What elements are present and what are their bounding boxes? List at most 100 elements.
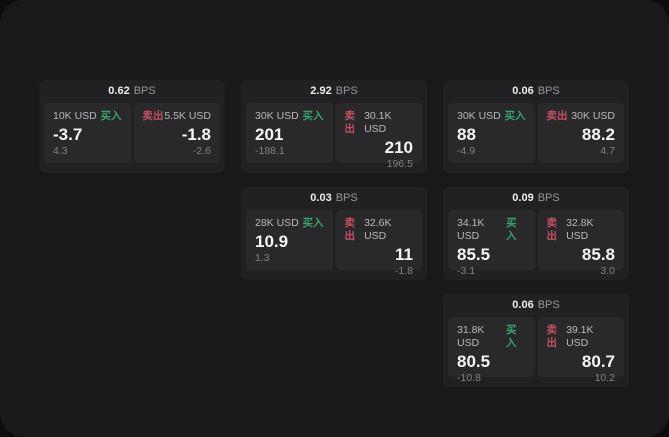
- sell-panel[interactable]: 卖出 30K USD 88.2 4.7: [537, 103, 624, 163]
- buy-sub-value: -3.1: [457, 265, 476, 277]
- spread-value: 0.06: [512, 85, 534, 97]
- spread-header: 0.06 BPS: [443, 294, 629, 317]
- buy-price: 80.5: [457, 352, 491, 371]
- spread-value: 0.09: [512, 192, 534, 204]
- quote-panels: 10K USD 买入 -3.7 4.3 卖出 5.5K USD -1.8 -2.…: [39, 103, 225, 168]
- spread-unit-label: BPS: [133, 85, 156, 97]
- sell-amount: 30K USD: [571, 110, 615, 122]
- buy-amount: 34.1K USD: [457, 217, 485, 242]
- quote-card: 2.92 BPS 30K USD 买入 201 -188.1 卖出 30.1K …: [241, 80, 427, 173]
- buy-panel[interactable]: 34.1K USD 买入 85.5 -3.1: [448, 210, 535, 277]
- sell-panel[interactable]: 卖出 32.6K USD 11 -1.8: [335, 210, 422, 277]
- buy-panel[interactable]: 31.8K USD 买入 80.5 -10.8: [448, 317, 535, 384]
- sell-price: -1.8: [181, 125, 211, 144]
- sell-panel-top: 卖出 32.6K USD: [345, 217, 414, 243]
- sell-panel[interactable]: 卖出 5.5K USD -1.8 -2.6: [133, 103, 220, 163]
- quote-panels: 34.1K USD 买入 85.5 -3.1 卖出 32.8K USD 85.8…: [443, 210, 629, 277]
- buy-panel[interactable]: 10K USD 买入 -3.7 4.3: [44, 103, 131, 163]
- sell-panel[interactable]: 卖出 39.1K USD 80.7 10.2: [537, 317, 624, 384]
- spread-value: 0.06: [512, 299, 534, 311]
- sell-sub-value: 10.2: [594, 372, 615, 384]
- spread-unit-label: BPS: [335, 85, 358, 97]
- quote-card: 0.03 BPS 28K USD 买入 10.9 1.3 卖出 32.6K US…: [241, 187, 427, 280]
- buy-amount: 31.8K USD: [457, 324, 485, 349]
- sell-sub-value: 196.5: [386, 158, 413, 170]
- buy-amount: 30K USD: [457, 110, 501, 122]
- sell-sub-value: 4.7: [600, 145, 615, 157]
- quote-card: 0.62 BPS 10K USD 买入 -3.7 4.3 卖出 5.5K USD…: [39, 80, 225, 173]
- quote-card: 0.09 BPS 34.1K USD 买入 85.5 -3.1 卖出 32.8K…: [443, 187, 629, 280]
- buy-side-label: 买入: [504, 110, 526, 122]
- buy-panel[interactable]: 30K USD 买入 201 -188.1: [246, 103, 333, 163]
- buy-panel-top: 31.8K USD 买入: [457, 324, 526, 350]
- sell-side-label: 卖出: [546, 217, 558, 242]
- buy-side-label: 买入: [505, 217, 517, 242]
- spread-value: 0.03: [310, 192, 332, 204]
- buy-sub-value: -10.8: [457, 372, 481, 384]
- buy-panel-top: 30K USD 买入: [457, 110, 526, 123]
- sell-amount: 39.1K USD: [566, 324, 594, 349]
- sell-price: 88.2: [581, 125, 615, 144]
- sell-amount: 5.5K USD: [164, 110, 211, 122]
- spread-unit-label: BPS: [537, 192, 560, 204]
- spread-unit-label: BPS: [537, 299, 560, 311]
- sell-side-label: 卖出: [344, 110, 356, 135]
- sell-amount: 32.6K USD: [364, 217, 392, 242]
- sell-side-label: 卖出: [546, 110, 568, 122]
- spread-header: 0.09 BPS: [443, 187, 629, 210]
- sell-amount: 32.8K USD: [566, 217, 594, 242]
- sell-price: 210: [384, 138, 413, 157]
- buy-sub-value: -188.1: [255, 145, 285, 157]
- sell-side-label: 卖出: [142, 110, 164, 122]
- buy-side-label: 买入: [302, 110, 324, 122]
- spread-header: 0.62 BPS: [39, 80, 225, 103]
- sell-price: 11: [395, 245, 413, 264]
- sell-panel-top: 卖出 5.5K USD: [143, 110, 212, 123]
- spread-unit-label: BPS: [335, 192, 358, 204]
- buy-panel-top: 30K USD 买入: [255, 110, 324, 123]
- buy-panel-top: 28K USD 买入: [255, 217, 324, 230]
- spread-header: 0.03 BPS: [241, 187, 427, 210]
- quote-card: 0.06 BPS 31.8K USD 买入 80.5 -10.8 卖出 39.1…: [443, 294, 629, 387]
- sell-panel[interactable]: 卖出 30.1K USD 210 196.5: [335, 103, 422, 170]
- buy-panel[interactable]: 28K USD 买入 10.9 1.3: [246, 210, 333, 270]
- buy-price: 201: [255, 125, 284, 144]
- buy-panel-top: 10K USD 买入: [53, 110, 122, 123]
- buy-sub-value: 1.3: [255, 252, 270, 264]
- sell-sub-value: 3.0: [600, 265, 615, 277]
- spread-value: 2.92: [310, 85, 332, 97]
- buy-panel-top: 34.1K USD 买入: [457, 217, 526, 243]
- sell-panel-top: 卖出 32.8K USD: [547, 217, 616, 243]
- quote-panels: 30K USD 买入 88 -4.9 卖出 30K USD 88.2 4.7: [443, 103, 629, 168]
- quote-panels: 31.8K USD 买入 80.5 -10.8 卖出 39.1K USD 80.…: [443, 317, 629, 384]
- buy-amount: 10K USD: [53, 110, 97, 122]
- quote-card: 0.06 BPS 30K USD 买入 88 -4.9 卖出 30K USD 8…: [443, 80, 629, 173]
- sell-price: 85.8: [581, 245, 615, 264]
- spread-header: 0.06 BPS: [443, 80, 629, 103]
- sell-panel-top: 卖出 30K USD: [547, 110, 616, 123]
- sell-panel-top: 卖出 30.1K USD: [345, 110, 414, 136]
- sell-panel[interactable]: 卖出 32.8K USD 85.8 3.0: [537, 210, 624, 277]
- buy-side-label: 买入: [505, 324, 517, 349]
- spread-header: 2.92 BPS: [241, 80, 427, 103]
- buy-price: -3.7: [53, 125, 83, 144]
- quote-panels: 28K USD 买入 10.9 1.3 卖出 32.6K USD 11 -1.8: [241, 210, 427, 277]
- sell-panel-top: 卖出 39.1K USD: [547, 324, 616, 350]
- buy-panel[interactable]: 30K USD 买入 88 -4.9: [448, 103, 535, 163]
- sell-amount: 30.1K USD: [364, 110, 392, 135]
- buy-amount: 28K USD: [255, 217, 299, 229]
- buy-amount: 30K USD: [255, 110, 299, 122]
- spread-unit-label: BPS: [537, 85, 560, 97]
- sell-sub-value: -1.8: [394, 265, 413, 277]
- buy-side-label: 买入: [100, 110, 122, 122]
- quote-panels: 30K USD 买入 201 -188.1 卖出 30.1K USD 210 1…: [241, 103, 427, 170]
- buy-sub-value: 4.3: [53, 145, 68, 157]
- sell-side-label: 卖出: [344, 217, 356, 242]
- sell-price: 80.7: [581, 352, 615, 371]
- buy-price: 88: [457, 125, 476, 144]
- buy-side-label: 买入: [302, 217, 324, 229]
- sell-side-label: 卖出: [546, 324, 558, 349]
- buy-price: 85.5: [457, 245, 491, 264]
- spread-value: 0.62: [108, 85, 130, 97]
